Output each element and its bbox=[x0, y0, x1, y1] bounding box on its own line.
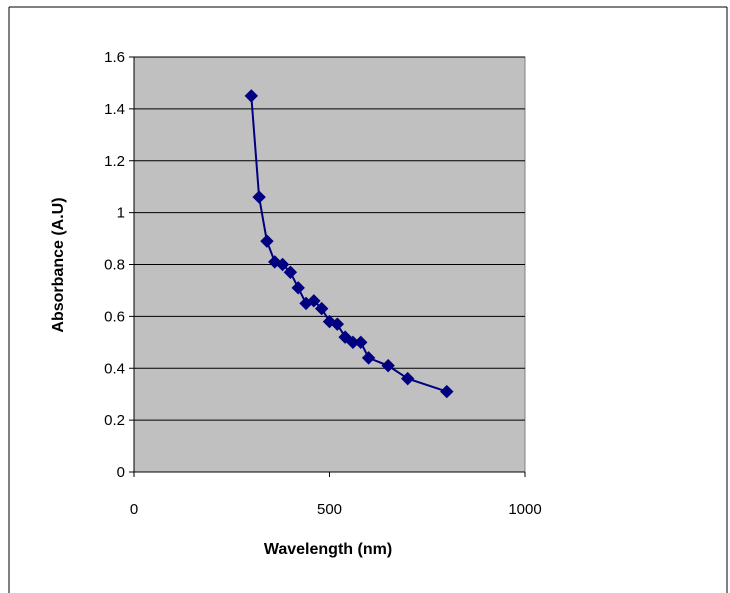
y-tick-label: 1.6 bbox=[104, 49, 125, 66]
data-point-marker bbox=[314, 301, 329, 316]
y-tick-label: 1 bbox=[117, 205, 125, 222]
y-tick-label: 0.4 bbox=[104, 360, 125, 377]
y-tick-label: 1.4 bbox=[104, 101, 125, 118]
data-point-marker bbox=[260, 234, 274, 248]
data-point-marker bbox=[275, 257, 290, 272]
x-tick-label: 0 bbox=[130, 501, 138, 518]
x-tick-label: 500 bbox=[317, 501, 342, 518]
data-point-marker bbox=[361, 351, 376, 365]
data-point-marker bbox=[307, 294, 321, 308]
y-tick-label: 0 bbox=[117, 464, 125, 481]
data-point-marker bbox=[330, 317, 345, 331]
data-point-marker bbox=[354, 335, 368, 350]
data-point-marker bbox=[291, 281, 305, 295]
data-point-marker bbox=[440, 384, 454, 399]
y-tick-label: 0.6 bbox=[104, 308, 125, 325]
data-point-marker bbox=[252, 190, 266, 204]
data-point-marker bbox=[283, 265, 298, 279]
data-point-marker bbox=[381, 358, 395, 373]
y-tick-label: 1.2 bbox=[104, 153, 125, 170]
x-axis-title: Wavelength (nm) bbox=[264, 541, 392, 558]
data-point-marker bbox=[244, 89, 259, 103]
y-axis-title: Absorbance (A.U) bbox=[50, 197, 67, 332]
data-point-marker bbox=[338, 330, 352, 344]
data-point-marker bbox=[400, 371, 415, 386]
y-tick-label: 0.2 bbox=[104, 412, 125, 429]
y-tick-label: 0.8 bbox=[104, 257, 125, 274]
x-tick-label: 1000 bbox=[508, 501, 541, 518]
